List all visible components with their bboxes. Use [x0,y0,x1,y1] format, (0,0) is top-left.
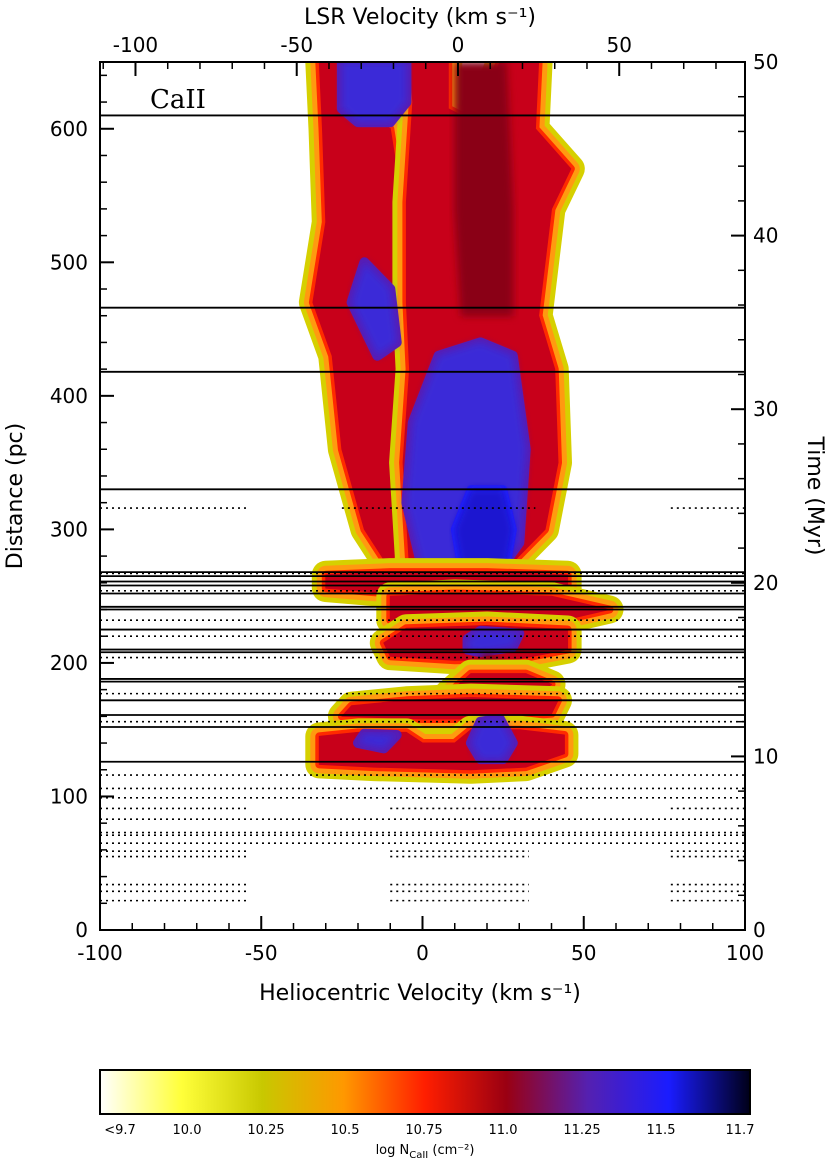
colorbar-tick-label: 10.75 [405,1123,442,1138]
y-tick-label-left: 0 [75,918,88,942]
component-deep-blue-core [450,485,517,571]
y-tick-label-left: 300 [50,517,88,541]
dotted-sightlines [100,507,745,902]
x-axis-title-top: LSR Velocity (km s⁻¹) [304,5,536,30]
colorbar-ticks: <9.7 10.0 10.25 10.5 10.75 11.0 11.25 11.5 11.7 [104,1123,754,1138]
colorbar-title: log NCaII (cm⁻²) [376,1143,475,1161]
component-layer [357,733,398,749]
colorbar-tick-label: 11.7 [726,1123,755,1138]
x-tick-label-top: -100 [113,33,158,57]
x-tick-label-bottom: -100 [77,941,122,965]
component-left-blue-top [336,62,412,128]
component-right-dark-top [454,62,514,317]
y-tick-label-right: 10 [753,744,778,768]
y-tick-label-left: 400 [50,384,88,408]
y-tick-label-right: 40 [753,224,778,248]
x-tick-label-bottom: 0 [416,941,429,965]
x-tick-label-top: 0 [452,33,465,57]
component-layer [351,261,398,357]
y-tick-label-left: 600 [50,117,88,141]
y-axis-title-right: Time (Myr) [802,435,827,555]
component-band-140 [305,715,579,784]
y-tick-label-left: 100 [50,784,88,808]
plot-area: CaII [99,61,746,931]
component-blue-150 [465,714,518,765]
tick-labels: -100 -50 0 50 100-100 -50 0 5001002003004005006… [50,33,779,965]
panel-label: CaII [150,85,206,115]
colorbar-tick-label: 10.0 [173,1123,202,1138]
colorbar-bar [99,1069,751,1115]
x-tick-label-bottom: -50 [245,941,278,965]
component-layer [454,62,514,317]
component-layer [470,718,514,760]
x-tick-label-top: -50 [280,33,313,57]
component-layer [341,62,407,123]
colorbar-title-unit: (cm⁻²) [428,1143,474,1158]
solid-sightlines [100,114,745,763]
colorbar: <9.7 10.0 10.25 10.5 10.75 11.0 11.25 11.5 11.7 … [99,1069,754,1161]
x-tick-label-bottom: 50 [571,941,596,965]
colorbar-tick-label: 10.25 [247,1123,284,1138]
colorbar-tick-label: 10.5 [331,1123,360,1138]
x-tick-label-bottom: 100 [726,941,764,965]
component-left-blue-mid [346,257,402,361]
y-tick-label-left: 500 [50,250,88,274]
colorbar-tick-label: <9.7 [104,1123,136,1138]
y-tick-label-right: 30 [753,397,778,421]
colorbar-tick-label: 11.5 [647,1123,676,1138]
y-tick-label-right: 0 [753,918,766,942]
component-band-165 [327,683,572,733]
y-axis-title-left: Distance (pc) [3,423,28,569]
x-tick-label-top: 50 [606,33,631,57]
colorbar-tick-label: 11.0 [489,1123,518,1138]
component-blue-140 [353,728,402,754]
colorbar-tick-label: 11.25 [563,1123,600,1138]
colorbar-title-main: log N [376,1143,410,1158]
colorbar-title-sub: CaII [409,1150,428,1161]
axis-ticks [99,61,746,931]
y-tick-label-right: 50 [753,50,778,74]
y-tick-label-right: 20 [753,571,778,595]
x-axis-title-bottom: Heliocentric Velocity (km s⁻¹) [259,981,581,1006]
y-tick-label-left: 200 [50,651,88,675]
